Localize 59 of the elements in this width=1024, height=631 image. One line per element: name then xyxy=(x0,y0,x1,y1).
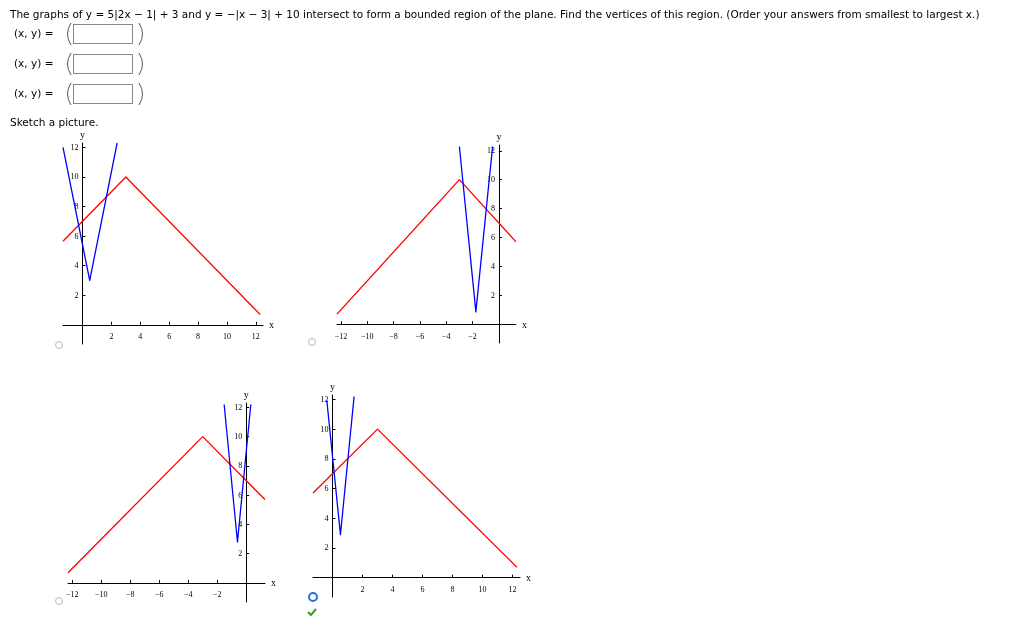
y-tick-label: 10 xyxy=(320,424,329,434)
y-tick-label: 6 xyxy=(238,490,243,500)
y-tick-label: 10 xyxy=(70,172,79,182)
x-axis-title: x xyxy=(522,318,527,330)
x-tick-label: −12 xyxy=(334,331,348,341)
x-tick-label: 12 xyxy=(251,332,260,342)
x-tick-label: 6 xyxy=(167,332,172,342)
y-tick-label: 12 xyxy=(320,394,329,404)
x-tick-label: −2 xyxy=(468,331,477,341)
y-tick-label: 2 xyxy=(324,543,329,553)
text: The graphs of y = 5|2x − 1| + 3 and y = −|x − 3| + 10 intersect to form a bounded region of the plane. Find the vertices of this region. (Order your answers from smallest to largest x.) xyxy=(10,8,980,20)
y-tick-label: 12 xyxy=(70,142,79,152)
x-tick-label: −10 xyxy=(95,590,108,600)
y-tick-label: 6 xyxy=(324,484,329,494)
y-axis-title: y xyxy=(243,388,249,400)
y-tick-label: 2 xyxy=(238,549,243,559)
y-tick-label: 6 xyxy=(74,231,79,241)
y-tick-label: 4 xyxy=(74,261,79,271)
x-tick-label: −12 xyxy=(66,590,79,600)
text: (x, y) = xyxy=(14,57,54,69)
x-tick-label: 8 xyxy=(450,585,455,595)
y-axis-title: y xyxy=(330,380,335,392)
x-tick-label: 4 xyxy=(138,332,143,342)
y-tick-label: 8 xyxy=(490,204,495,214)
text: (x, y) = xyxy=(14,27,54,39)
y-tick-label: 4 xyxy=(490,261,495,271)
x-tick-label: 4 xyxy=(390,585,395,595)
x-tick-label: −4 xyxy=(183,590,193,600)
x-tick-label: −4 xyxy=(441,331,451,341)
y-axis-title: y xyxy=(79,128,85,140)
y-tick-label: 4 xyxy=(238,519,243,529)
x-tick-label: −2 xyxy=(212,590,222,600)
x-axis-title: x xyxy=(269,319,274,331)
x-tick-label: 10 xyxy=(222,332,231,342)
x-tick-label: −6 xyxy=(415,331,425,341)
y-tick-label: 8 xyxy=(324,454,329,464)
text: (x, y) = xyxy=(14,87,54,99)
y-tick-label: 10 xyxy=(234,432,243,442)
x-tick-label: 6 xyxy=(420,585,425,595)
x-tick-label: −8 xyxy=(389,331,398,341)
y-tick-label: 2 xyxy=(74,290,79,300)
y-axis-title: y xyxy=(496,130,502,142)
y-tick-label: 8 xyxy=(74,202,79,212)
y-tick-label: 4 xyxy=(324,513,329,523)
y-tick-label: 8 xyxy=(238,461,243,471)
x-tick-label: −8 xyxy=(126,590,135,600)
x-tick-label: 8 xyxy=(196,332,201,342)
y-tick-label: 6 xyxy=(490,233,495,242)
y-tick-label: 2 xyxy=(490,290,495,300)
x-axis-title: x xyxy=(271,577,276,589)
y-tick-label: 12 xyxy=(234,402,243,412)
x-tick-label: 10 xyxy=(478,585,487,595)
text: Sketch a picture. xyxy=(10,116,99,128)
x-axis-title: x xyxy=(526,572,531,584)
x-tick-label: −6 xyxy=(155,590,164,600)
x-tick-label: 2 xyxy=(109,332,114,342)
x-tick-label: 12 xyxy=(508,585,517,595)
x-tick-label: −10 xyxy=(361,331,374,341)
x-tick-label: 2 xyxy=(360,585,365,595)
